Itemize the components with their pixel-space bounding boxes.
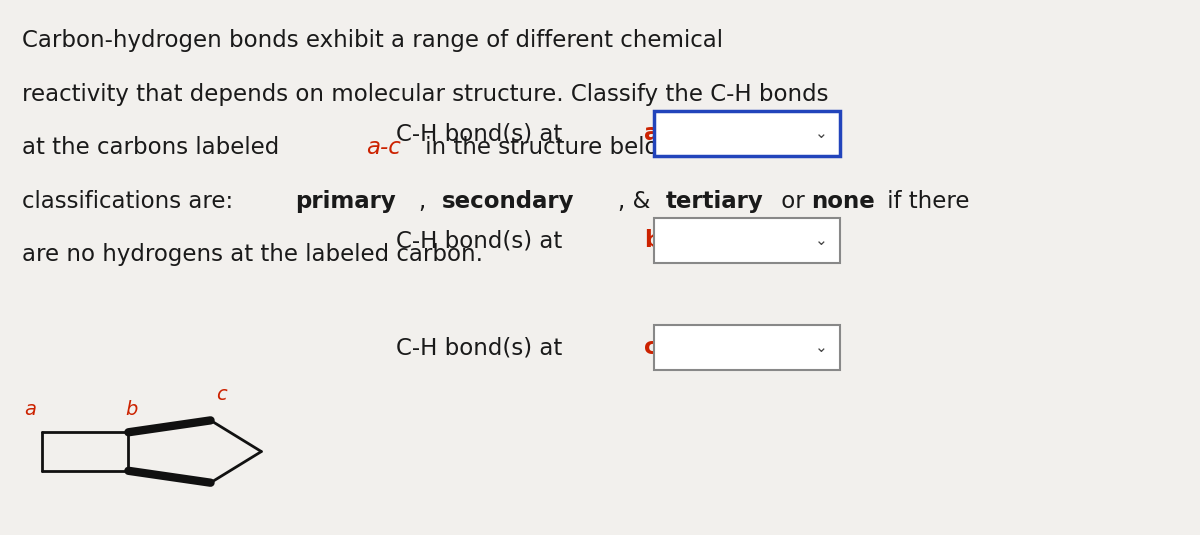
Text: or: or	[774, 190, 812, 213]
Text: C-H bond(s) at: C-H bond(s) at	[396, 230, 570, 252]
Text: ,: ,	[419, 190, 433, 213]
Text: primary: primary	[295, 190, 396, 213]
Text: c: c	[644, 337, 658, 359]
Text: , &: , &	[618, 190, 658, 213]
Text: none: none	[811, 190, 875, 213]
Text: b: b	[644, 230, 661, 252]
Text: secondary: secondary	[442, 190, 574, 213]
FancyBboxPatch shape	[654, 218, 840, 263]
Text: c: c	[216, 385, 227, 404]
FancyBboxPatch shape	[654, 111, 840, 156]
Text: reactivity that depends on molecular structure. Classify the C-H bonds: reactivity that depends on molecular str…	[22, 83, 828, 106]
Text: if there: if there	[880, 190, 970, 213]
Text: tertiary: tertiary	[666, 190, 763, 213]
Text: ⌄: ⌄	[815, 126, 827, 141]
FancyBboxPatch shape	[654, 325, 840, 370]
Text: in the structure below. Possible: in the structure below. Possible	[418, 136, 781, 159]
Text: are no hydrogens at the labeled carbon.: are no hydrogens at the labeled carbon.	[22, 243, 482, 266]
Text: a: a	[644, 123, 660, 145]
Text: classifications are:: classifications are:	[22, 190, 240, 213]
Text: a-c: a-c	[366, 136, 401, 159]
Text: ⌄: ⌄	[815, 340, 827, 355]
Text: b: b	[125, 400, 137, 419]
Text: ⌄: ⌄	[815, 233, 827, 248]
Text: C-H bond(s) at: C-H bond(s) at	[396, 123, 570, 145]
Text: Carbon-hydrogen bonds exhibit a range of different chemical: Carbon-hydrogen bonds exhibit a range of…	[22, 29, 722, 52]
Text: C-H bond(s) at: C-H bond(s) at	[396, 337, 570, 359]
Text: at the carbons labeled: at the carbons labeled	[22, 136, 286, 159]
Text: a: a	[24, 400, 36, 419]
